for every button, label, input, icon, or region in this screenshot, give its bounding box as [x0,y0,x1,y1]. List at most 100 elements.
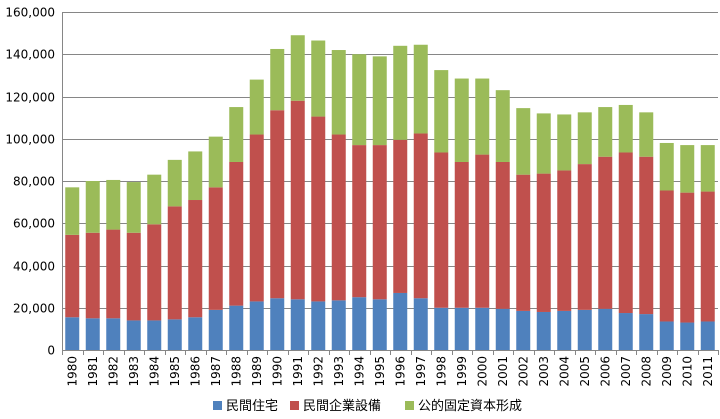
x-tick-label: 1996 [393,356,407,387]
bar-segment [270,298,285,350]
bar-segment [393,292,408,350]
x-tick-label: 1993 [332,356,346,387]
legend-label: 民間住宅 [226,399,278,414]
bar-segment [557,170,572,311]
bar-segment [126,320,141,350]
bar-segment [126,182,141,233]
x-tick-label: 2010 [680,356,694,387]
bar-segment [65,187,80,235]
bar-segment [475,78,490,155]
y-tick-label: 140,000 [5,48,55,62]
bar-segment [85,318,100,350]
bar-segment [208,136,223,188]
bar-segment [618,152,633,314]
bar-segment [352,54,367,146]
x-tick-label: 2004 [557,356,571,387]
bar-segment [290,100,305,300]
bar-segment [598,107,613,157]
legend-swatch [213,401,222,410]
bar-segment [536,113,551,174]
bar-segment [434,307,449,350]
bar-segment [659,142,674,191]
legend-label: 公的固定資本形成 [418,398,522,414]
bar-segment [680,145,695,193]
bar-segment [167,206,182,320]
bar-segment [270,48,285,111]
bar-segment [352,297,367,350]
bar-segment [229,305,244,350]
bar-segment [229,107,244,162]
bar-segment [536,311,551,350]
bar-segment [249,79,264,135]
bar-segment [598,308,613,350]
bar-segment [557,310,572,350]
bar-segment [167,319,182,350]
x-tick-label: 1995 [373,356,387,387]
y-tick-label: 0 [47,344,55,358]
bar-segment [495,90,510,162]
bar-segment [516,108,531,175]
bar-segment [249,301,264,350]
bar-segment [413,133,428,299]
bar-segment [331,134,346,301]
bar-segment [434,70,449,153]
bar-segment [557,114,572,171]
bar-segment [126,232,141,321]
x-tick-label: 1982 [106,356,120,387]
x-tick-label: 1988 [229,356,243,387]
y-tick-label: 160,000 [5,6,55,20]
bar-segment [577,112,592,165]
bar-segment [85,181,100,233]
bar-segment [413,298,428,350]
bar-segment [659,321,674,350]
x-tick-label: 2008 [639,356,653,387]
bar-segment [577,309,592,350]
y-tick-labels: 0 20,000 40,000 60,000 80,000 100,000 120,000 1… [5,6,55,358]
bar-segment [249,134,264,302]
bar-segment [147,224,162,321]
x-tick-label: 1998 [434,356,448,387]
bar-segment [700,191,715,322]
x-tick-label: 2009 [660,356,674,387]
legend-swatch [290,401,299,410]
bar-segment [393,45,408,140]
x-tick-label: 1991 [291,356,305,387]
bar-segment [454,307,469,350]
bar-segment [290,35,305,101]
bar-segment [495,308,510,350]
bar-segment [85,232,100,319]
y-tick-label: 120,000 [5,91,55,105]
legend: 民間住宅 民間企業設備 公的固定資本形成 [213,398,522,414]
bar-segment [454,161,469,308]
bar-segment [311,301,326,350]
legend-label: 民間企業設備 [303,398,381,414]
x-tick-label: 1980 [65,356,79,387]
bar-segment [188,151,203,201]
x-tick-label: 1994 [352,356,366,387]
bar-segment [618,104,633,153]
bar-segment [147,174,162,225]
bar-segment [413,44,428,134]
x-tick-label: 2001 [496,356,510,387]
x-tick-label: 1990 [270,356,284,387]
bar-segment [680,192,695,323]
bar-segment [331,300,346,350]
x-tick-label: 2002 [516,356,530,387]
bar-segment [536,173,551,312]
bar-segment [372,56,387,146]
y-tick-label: 60,000 [13,217,55,231]
bar-segment [475,307,490,350]
y-tick-label: 20,000 [13,302,55,316]
bar-segment [290,299,305,350]
bar-segment [577,164,592,310]
bar-segment [372,299,387,350]
bar-segment [680,322,695,350]
bar-segment [434,152,449,308]
bar-segment [106,318,121,350]
x-tick-label: 2011 [701,356,715,387]
bar-segment [393,139,408,293]
bar-segment [106,229,121,319]
bar-segment [639,112,654,157]
bar-segment [352,145,367,298]
